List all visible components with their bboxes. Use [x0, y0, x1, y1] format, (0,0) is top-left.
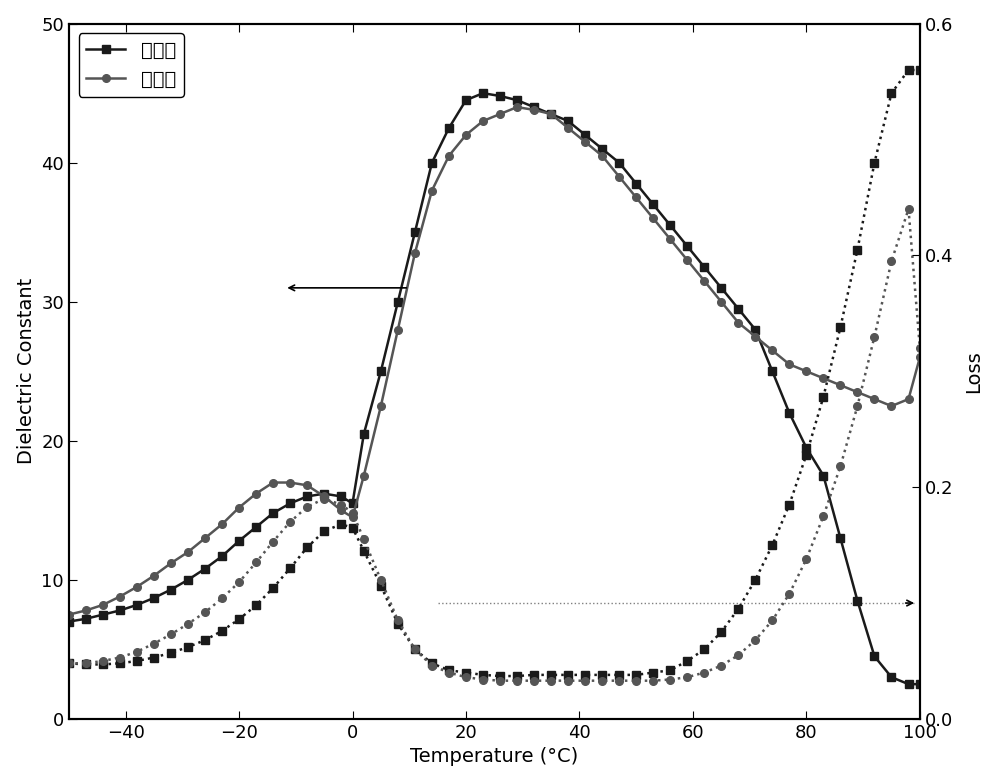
改性前 [630, 179, 642, 188]
改性后 [868, 395, 880, 404]
改性前 [63, 617, 75, 626]
改性后 [460, 130, 472, 139]
改性前 [131, 601, 143, 610]
改性前 [358, 429, 370, 438]
改性前 [528, 103, 540, 112]
改性后 [630, 193, 642, 202]
Legend: 改性前, 改性后: 改性前, 改性后 [79, 34, 184, 96]
改性后 [596, 151, 608, 161]
Line: 改性后: 改性后 [65, 103, 924, 619]
X-axis label: Temperature (°C): Temperature (°C) [410, 747, 578, 767]
改性前 [903, 680, 915, 689]
改性前 [596, 144, 608, 153]
改性后 [511, 103, 523, 112]
改性前 [460, 96, 472, 105]
Y-axis label: Dielectric Constant: Dielectric Constant [17, 278, 36, 464]
改性后 [63, 610, 75, 619]
改性后 [914, 352, 926, 362]
Line: 改性前: 改性前 [65, 89, 924, 688]
改性后 [131, 582, 143, 591]
改性后 [358, 471, 370, 480]
改性前 [477, 88, 489, 98]
改性前 [914, 680, 926, 689]
Y-axis label: Loss: Loss [964, 350, 983, 392]
